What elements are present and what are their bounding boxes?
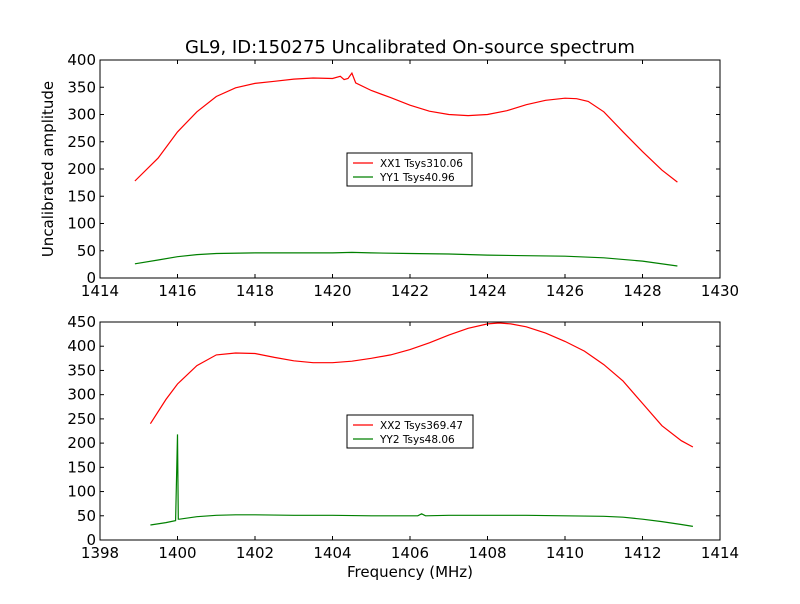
legend-box — [346, 414, 474, 449]
y-axis-label-top: Uncalibrated amplitude — [39, 81, 57, 257]
y-tick-label: 50 — [77, 242, 96, 260]
legend-label: XX1 Tsys310.06 — [380, 158, 463, 170]
x-tick-label: 1414 — [701, 544, 739, 562]
y-tick-label: 0 — [86, 269, 96, 287]
y-tick-label: 300 — [67, 386, 96, 404]
series-line-yy2 — [150, 434, 693, 527]
x-tick-label: 1410 — [546, 544, 584, 562]
legend: XX1 Tsys310.06 YY1 Tsys40.96 — [346, 152, 473, 187]
chart-title: GL9, ID:150275 Uncalibrated On-source sp… — [185, 37, 635, 58]
subplot-2: 1398 1400 1402 1404 1406 1408 1410 1412 1414 0 50 1… — [67, 313, 739, 562]
x-tick-label: 1416 — [158, 282, 196, 300]
y-tick-label: 250 — [67, 133, 96, 151]
series-line-xx2 — [149, 322, 694, 448]
series-line-yy1 — [134, 251, 678, 267]
x-tick-label: 1404 — [313, 544, 351, 562]
x-tick-label: 1428 — [623, 282, 661, 300]
x-axis-label-bottom: Frequency (MHz) — [347, 563, 473, 581]
y-tick-label: 400 — [67, 337, 96, 355]
x-tick-label: 1408 — [468, 544, 506, 562]
x-tick-label: 1406 — [391, 544, 429, 562]
legend-label: YY2 Tsys48.06 — [379, 434, 455, 446]
x-tick-label: 1412 — [623, 544, 661, 562]
x-tick-label: 1422 — [391, 282, 429, 300]
x-tick-label: 1400 — [158, 544, 196, 562]
y-tick-label: 150 — [67, 458, 96, 476]
x-tick-label: 1418 — [236, 282, 274, 300]
x-tick-label: 1398 — [81, 544, 119, 562]
y-tick-label: 300 — [67, 106, 96, 124]
y-tick-label: 350 — [67, 78, 96, 96]
y-tick-label: 350 — [67, 361, 96, 379]
legend-label: YY1 Tsys40.96 — [379, 172, 455, 184]
y-tick-label: 100 — [67, 483, 96, 501]
x-tick-label: 1420 — [313, 282, 351, 300]
y-tick-label: 50 — [77, 507, 96, 525]
legend-box — [346, 152, 473, 187]
legend-label: XX2 Tsys369.47 — [380, 420, 463, 432]
y-tick-label: 250 — [67, 410, 96, 428]
x-tick-label: 1414 — [81, 282, 119, 300]
y-tick-label: 450 — [67, 313, 96, 331]
series-line-xx1 — [134, 71, 678, 183]
y-tick-label: 150 — [67, 187, 96, 205]
legend: XX2 Tsys369.47 YY2 Tsys48.06 — [346, 414, 474, 449]
y-tick-label: 200 — [67, 434, 96, 452]
y-tick-label: 100 — [67, 215, 96, 233]
y-tick-label: 200 — [67, 160, 96, 178]
y-tick-label: 0 — [86, 531, 96, 549]
x-tick-label: 1424 — [468, 282, 506, 300]
x-tick-label: 1426 — [546, 282, 584, 300]
y-tick-label: 400 — [67, 51, 96, 69]
subplot-1: 1414 1416 1418 1420 1422 1424 1426 1428 1430 0 50 1… — [67, 51, 739, 300]
x-tick-label: 1402 — [236, 544, 274, 562]
x-tick-label: 1430 — [701, 282, 739, 300]
